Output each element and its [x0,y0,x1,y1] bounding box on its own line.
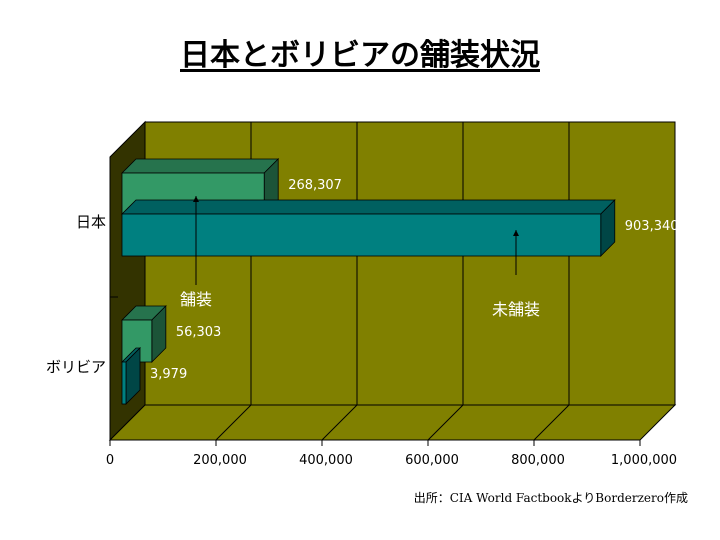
gridline-floor [533,404,570,441]
gridline-floor [215,404,252,441]
data-label: 3,979 [150,367,187,382]
annotation-arrowhead [513,230,519,236]
series-annotation: 舗装 [180,290,212,309]
source-note: 出所：CIA World FactbookよりBorderzero作成 [413,491,688,505]
x-tick-label: 400,000 [299,453,353,468]
data-label: 903,340 [625,219,679,234]
data-label: 268,307 [288,178,342,193]
bar [121,361,127,405]
series-annotation: 未舗装 [492,300,540,319]
x-tick-label: 0 [106,453,114,468]
bar [121,213,602,257]
x-tick-label: 600,000 [405,453,459,468]
category-label: 日本 [76,213,106,231]
chart-title: 日本とボリビアの舗装状況 [180,38,540,73]
data-label: 56,303 [176,325,222,340]
floor [108,404,677,441]
gridline-floor [427,404,464,441]
bar-top [121,158,280,174]
category-label: ボリビア [46,358,106,376]
annotation-arrowhead [193,196,199,202]
x-tick-label: 200,000 [193,453,247,468]
gridline-floor [321,404,358,441]
x-tick-label: 800,000 [511,453,565,468]
x-tick-label: 1,000,000 [611,453,677,468]
